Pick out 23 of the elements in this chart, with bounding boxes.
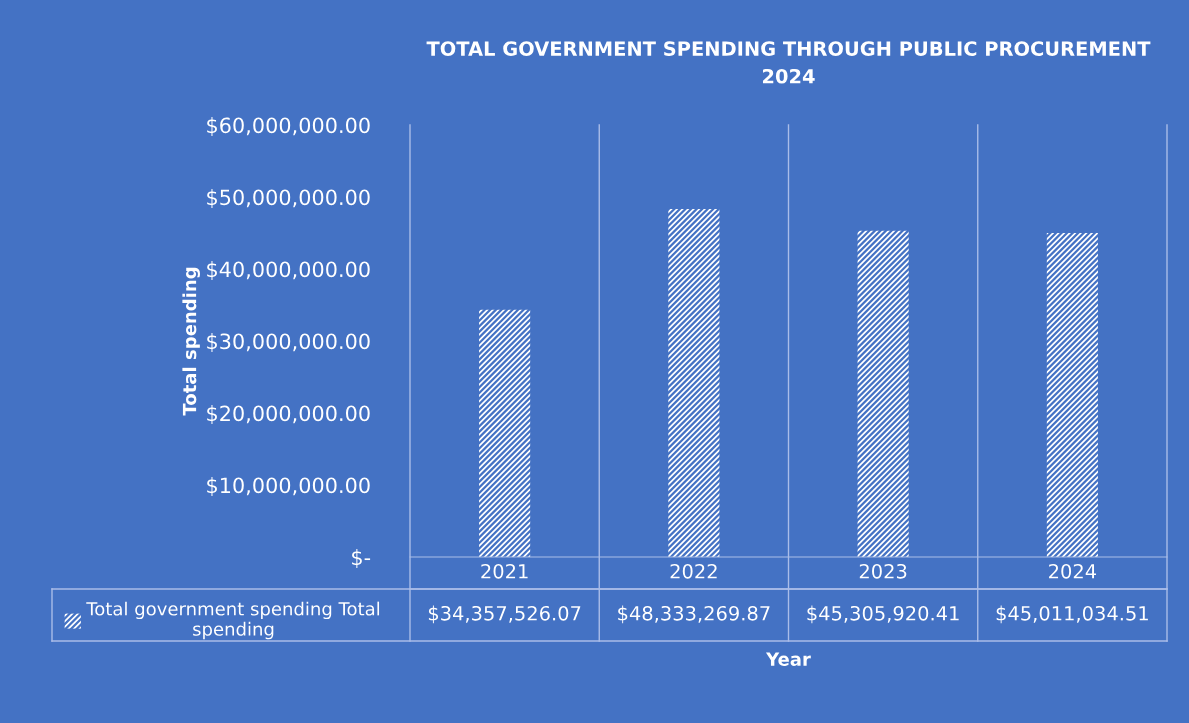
bar: [1046, 232, 1098, 557]
y-tick-label: $10,000,000.00: [207, 477, 370, 496]
bar: [668, 209, 720, 557]
data-label: $45,305,920.41: [807, 605, 959, 624]
x-axis-title: Year: [765, 652, 811, 666]
x-tick-label: 2023: [859, 563, 907, 579]
legend-label: Total government spending Total spending: [86, 601, 380, 640]
y-tick-label: $40,000,000.00: [207, 261, 370, 280]
x-tick-label: 2024: [1049, 563, 1097, 579]
y-tick-label: $-: [352, 549, 371, 568]
data-label: $34,357,526.07: [428, 605, 581, 624]
y-tick-label: $60,000,000.00: [207, 117, 370, 136]
y-tick-label: $50,000,000.00: [207, 189, 370, 208]
y-axis-title: Total spending: [182, 267, 200, 416]
bar: [479, 309, 531, 557]
chart-title: TOTAL GOVERNMENT SPENDING THROUGH PUBLIC PROCUREMENT 2024: [426, 41, 1151, 84]
data-label: $45,011,034.51: [996, 605, 1148, 624]
y-tick-label: $30,000,000.00: [207, 333, 370, 352]
data-label: $48,333,269.87: [618, 605, 770, 624]
x-tick-label: 2021: [481, 563, 528, 579]
x-tick-label: 2022: [670, 563, 717, 579]
y-tick-label: $20,000,000.00: [207, 405, 370, 424]
bar: [857, 230, 909, 557]
